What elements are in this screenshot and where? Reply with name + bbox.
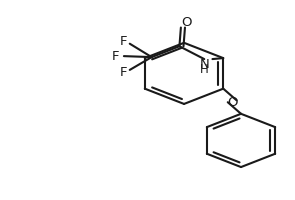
- Text: O: O: [181, 16, 191, 29]
- Text: H: H: [200, 63, 209, 76]
- Text: F: F: [119, 66, 127, 79]
- Text: N: N: [199, 58, 209, 71]
- Text: F: F: [112, 50, 119, 63]
- Text: O: O: [227, 96, 237, 109]
- Text: F: F: [119, 35, 127, 48]
